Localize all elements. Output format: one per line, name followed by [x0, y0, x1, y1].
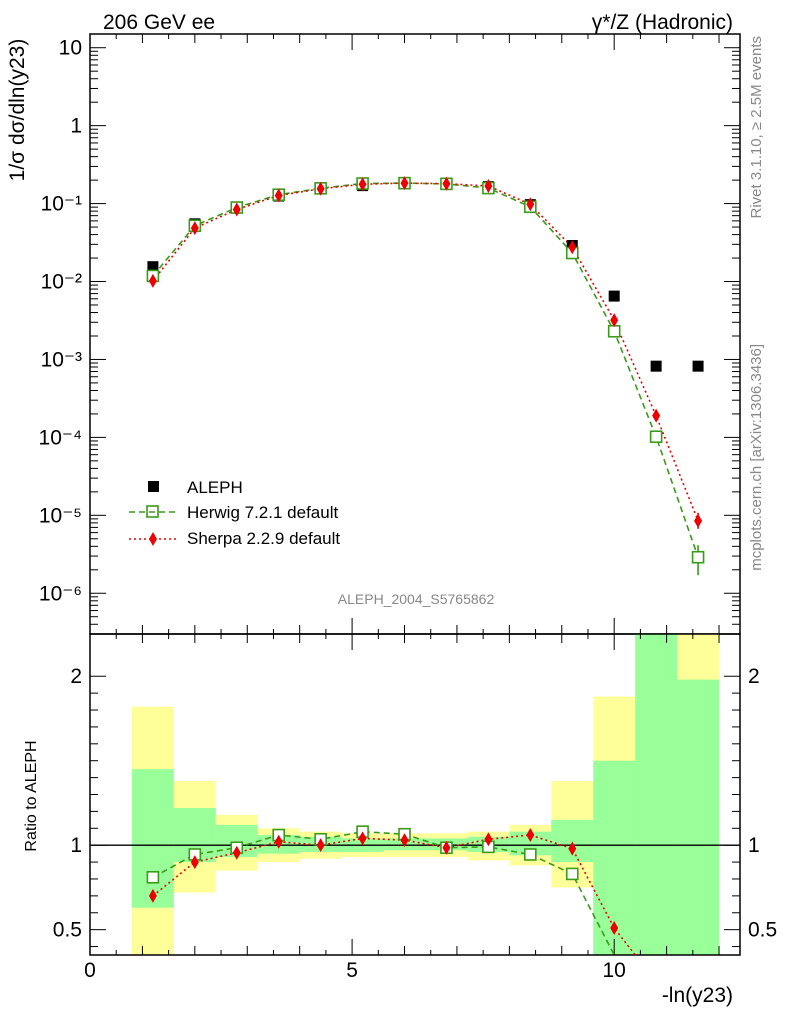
sherpa-point	[442, 176, 451, 191]
aleph-point	[650, 360, 662, 372]
xtick-label: 5	[346, 959, 358, 982]
ratio-sherpa-point	[316, 838, 325, 853]
ratio-series	[146, 825, 636, 956]
sherpa-point	[400, 176, 409, 191]
sherpa-point	[190, 221, 199, 236]
xtick-label: 0	[84, 959, 96, 982]
main-ytick-label: 10⁻²	[41, 271, 82, 294]
aleph-point	[147, 261, 159, 273]
ratio-sherpa-point	[526, 828, 535, 843]
main-ytick-label: 10⁻⁵	[39, 504, 82, 527]
sherpa-point	[526, 197, 535, 212]
legend-herwig-marker	[146, 505, 159, 518]
sherpa-point	[484, 179, 493, 194]
ratio-sherpa-point	[568, 841, 577, 856]
main-ytick-label: 10⁻⁴	[39, 426, 82, 449]
aleph-point	[692, 360, 704, 372]
ratio-ytick-label: 1	[70, 834, 82, 857]
herwig-line	[152, 182, 699, 558]
ratio-ytick-label-right: 1	[748, 834, 760, 857]
ratio-ylabel: Ratio to ALEPH	[23, 740, 40, 851]
sherpa-point	[358, 177, 367, 192]
sherpa-point	[610, 313, 619, 328]
ratio-sherpa-point	[610, 920, 619, 935]
mcplots-label: mcplots.cern.ch [arXiv:1306.3436]	[748, 344, 765, 571]
ratio-herwig-point	[565, 867, 579, 881]
ratio-xlabel: -ln(y23)	[662, 984, 733, 1007]
main-ytick-label: 10⁻¹	[41, 193, 82, 216]
sherpa-point	[568, 240, 577, 255]
legend-sherpa-marker	[149, 532, 157, 546]
ratio-herwig-line	[152, 830, 615, 956]
sherpa-point	[694, 513, 703, 528]
xtick-label: 10	[603, 959, 626, 982]
rivet-label: Rivet 3.1.10, ≥ 2.5M events	[748, 36, 765, 219]
legend: ALEPH Herwig 7.2.1 default Sherpa 2.2.9 …	[129, 478, 340, 548]
ratio-sherpa-point	[148, 888, 157, 903]
ratio-sherpa-point	[190, 855, 199, 870]
ratio-sherpa-point	[232, 845, 241, 860]
ratio-sherpa-point	[484, 832, 493, 847]
ratio-sherpa-point	[442, 840, 451, 855]
main-ylabel: 1/σ dσ/dln(y23)	[6, 39, 29, 182]
ratio-herwig-point	[524, 848, 537, 861]
main-series	[146, 176, 705, 576]
analysis-id: ALEPH_2004_S5765862	[338, 591, 495, 607]
ratio-ytick-label: 2	[70, 665, 82, 688]
herwig-point	[649, 430, 663, 444]
main-axes: 10⁻⁶ 10⁻⁵ 10⁻⁴ 10⁻³ 10⁻² 10⁻¹ 1 10	[39, 33, 741, 635]
header-left: 206 GeV ee	[103, 11, 215, 34]
header-right: γ*/Z (Hadronic)	[592, 11, 733, 34]
ratio-sherpa-point	[400, 833, 409, 848]
ratio-xlabel-text: -ln(y23)	[662, 984, 733, 1007]
main-ytick-label: 10⁻⁶	[39, 582, 82, 605]
ratio-ytick-label-right: 0.5	[748, 919, 777, 942]
sherpa-point	[232, 202, 241, 217]
legend-sherpa-label: Sherpa 2.2.9 default	[187, 529, 340, 548]
ratio-ytick-label-right: 2	[748, 665, 760, 688]
legend-aleph-label: ALEPH	[187, 478, 243, 497]
herwig-point	[607, 324, 621, 338]
legend-aleph-marker	[148, 481, 159, 492]
ratio-bands	[131, 634, 720, 955]
band-inner-bin	[131, 769, 174, 908]
ratio-ytick-label: 0.5	[53, 919, 82, 942]
band-inner-bin	[635, 634, 678, 955]
main-ytick-label: 10⁻³	[41, 348, 82, 371]
sherpa-point	[274, 188, 283, 203]
main-ytick-label: 1	[70, 115, 82, 138]
sherpa-point	[148, 273, 157, 288]
legend-herwig-label: Herwig 7.2.1 default	[187, 503, 338, 522]
herwig-point	[691, 550, 705, 564]
sherpa-point	[652, 408, 661, 423]
aleph-point	[608, 290, 620, 302]
sherpa-point	[316, 181, 325, 196]
ratio-sherpa-point	[274, 834, 283, 849]
band-inner-bin	[551, 819, 594, 863]
main-ylabel-text: 1/σ dσ/dln(y23)	[6, 39, 29, 182]
ratio-sherpa-point	[358, 831, 367, 846]
ratio-herwig-point	[146, 870, 160, 884]
ratio-axes: 0 5 10 0.5 0.5 1 1 2 2	[53, 633, 777, 982]
band-inner-bin	[677, 679, 720, 955]
sherpa-line	[152, 182, 699, 522]
main-ytick-label: 10	[59, 37, 82, 60]
